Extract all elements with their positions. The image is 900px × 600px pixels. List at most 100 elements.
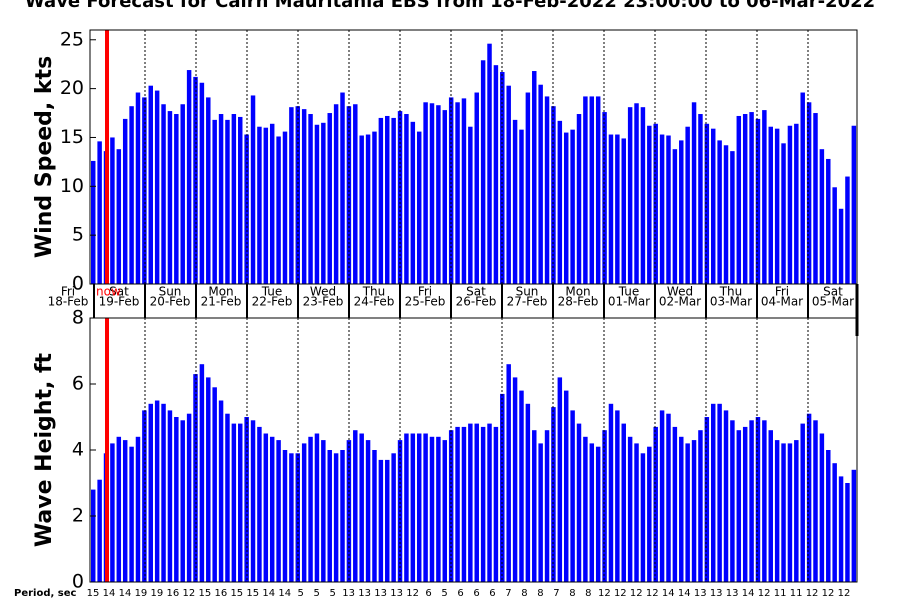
bar xyxy=(135,436,141,582)
bar xyxy=(148,85,153,284)
bar xyxy=(365,440,371,582)
bar xyxy=(647,125,652,284)
period-value: 8 xyxy=(521,588,527,599)
bar xyxy=(461,426,467,582)
day-date: 02-Mar xyxy=(659,295,701,309)
y-tick-label: 25 xyxy=(60,28,84,50)
period-value: 6 xyxy=(457,588,463,599)
day-weekday: Wed xyxy=(310,285,336,299)
bar xyxy=(238,423,243,582)
bar xyxy=(250,95,256,284)
day-date: 26-Feb xyxy=(456,295,497,309)
period-value: 12 xyxy=(614,588,627,599)
period-value: 19 xyxy=(151,588,164,599)
bar xyxy=(640,453,646,582)
bar xyxy=(212,387,217,582)
bar xyxy=(730,420,735,582)
bar xyxy=(698,114,703,284)
period-value: 11 xyxy=(774,588,787,599)
period-value: 12 xyxy=(806,588,819,599)
bar xyxy=(480,60,486,285)
bar xyxy=(455,426,460,582)
day-weekday: Sun xyxy=(516,285,539,299)
bar xyxy=(659,410,665,582)
bar xyxy=(512,119,518,284)
bar xyxy=(538,443,543,582)
bar xyxy=(647,446,652,582)
period-value: 13 xyxy=(358,588,371,599)
bar xyxy=(583,436,588,582)
bar xyxy=(762,110,767,284)
bar xyxy=(186,70,192,284)
bar xyxy=(832,463,837,582)
bar xyxy=(378,117,384,284)
day-date: 04-Mar xyxy=(761,295,803,309)
bar xyxy=(519,390,524,582)
bar xyxy=(385,459,390,582)
bar xyxy=(832,187,837,284)
bar xyxy=(212,119,217,284)
period-value: 14 xyxy=(278,588,291,599)
bar xyxy=(813,113,818,285)
period-value: 6 xyxy=(425,588,431,599)
bar xyxy=(583,96,588,284)
day-weekday: Fri xyxy=(61,285,75,299)
bar xyxy=(595,96,601,284)
bar xyxy=(442,440,448,582)
bar xyxy=(372,131,377,284)
bar xyxy=(615,410,620,582)
bar xyxy=(826,158,831,284)
bar xyxy=(755,417,761,582)
bar xyxy=(391,453,396,582)
bar xyxy=(174,417,179,582)
bar xyxy=(263,127,269,284)
bar xyxy=(570,129,575,284)
bar xyxy=(806,413,812,582)
period-value: 12 xyxy=(630,588,643,599)
period-value: 15 xyxy=(230,588,243,599)
bar xyxy=(225,413,230,582)
bar xyxy=(110,137,115,284)
bar xyxy=(154,90,160,284)
y-tick-label: 0 xyxy=(72,273,84,295)
day-weekday: Sat xyxy=(823,285,843,299)
bar xyxy=(736,115,742,284)
day-weekday: Mon xyxy=(208,285,233,299)
bar xyxy=(314,433,320,582)
bar xyxy=(391,117,396,284)
bar xyxy=(538,84,543,284)
bar xyxy=(416,433,422,582)
bar xyxy=(755,118,761,285)
bar xyxy=(269,123,275,285)
day-date: 20-Feb xyxy=(150,295,191,309)
day-weekday: Tue xyxy=(618,285,640,299)
day-date: 19-Feb xyxy=(99,295,140,309)
bar xyxy=(512,377,518,582)
bar xyxy=(615,134,620,284)
bar xyxy=(314,124,320,284)
period-value: 5 xyxy=(298,588,304,599)
period-value: 12 xyxy=(758,588,771,599)
bar xyxy=(659,134,665,284)
bar xyxy=(410,433,416,582)
bar xyxy=(455,102,460,285)
day-weekday: Tue xyxy=(261,285,283,299)
bar xyxy=(774,128,780,284)
bar xyxy=(423,102,428,285)
bar xyxy=(372,450,377,582)
bar xyxy=(704,417,710,582)
bar xyxy=(429,103,435,285)
bar xyxy=(563,390,569,582)
bar xyxy=(193,76,198,285)
bar xyxy=(679,436,684,582)
now-label: now xyxy=(96,285,121,299)
bar xyxy=(525,403,531,582)
bar xyxy=(698,430,703,582)
day-date: 27-Feb xyxy=(507,295,548,309)
period-value: 5 xyxy=(330,588,336,599)
bar xyxy=(308,436,313,582)
period-value: 12 xyxy=(406,588,419,599)
bar xyxy=(532,71,537,285)
bar xyxy=(742,426,748,582)
bar xyxy=(282,131,288,284)
